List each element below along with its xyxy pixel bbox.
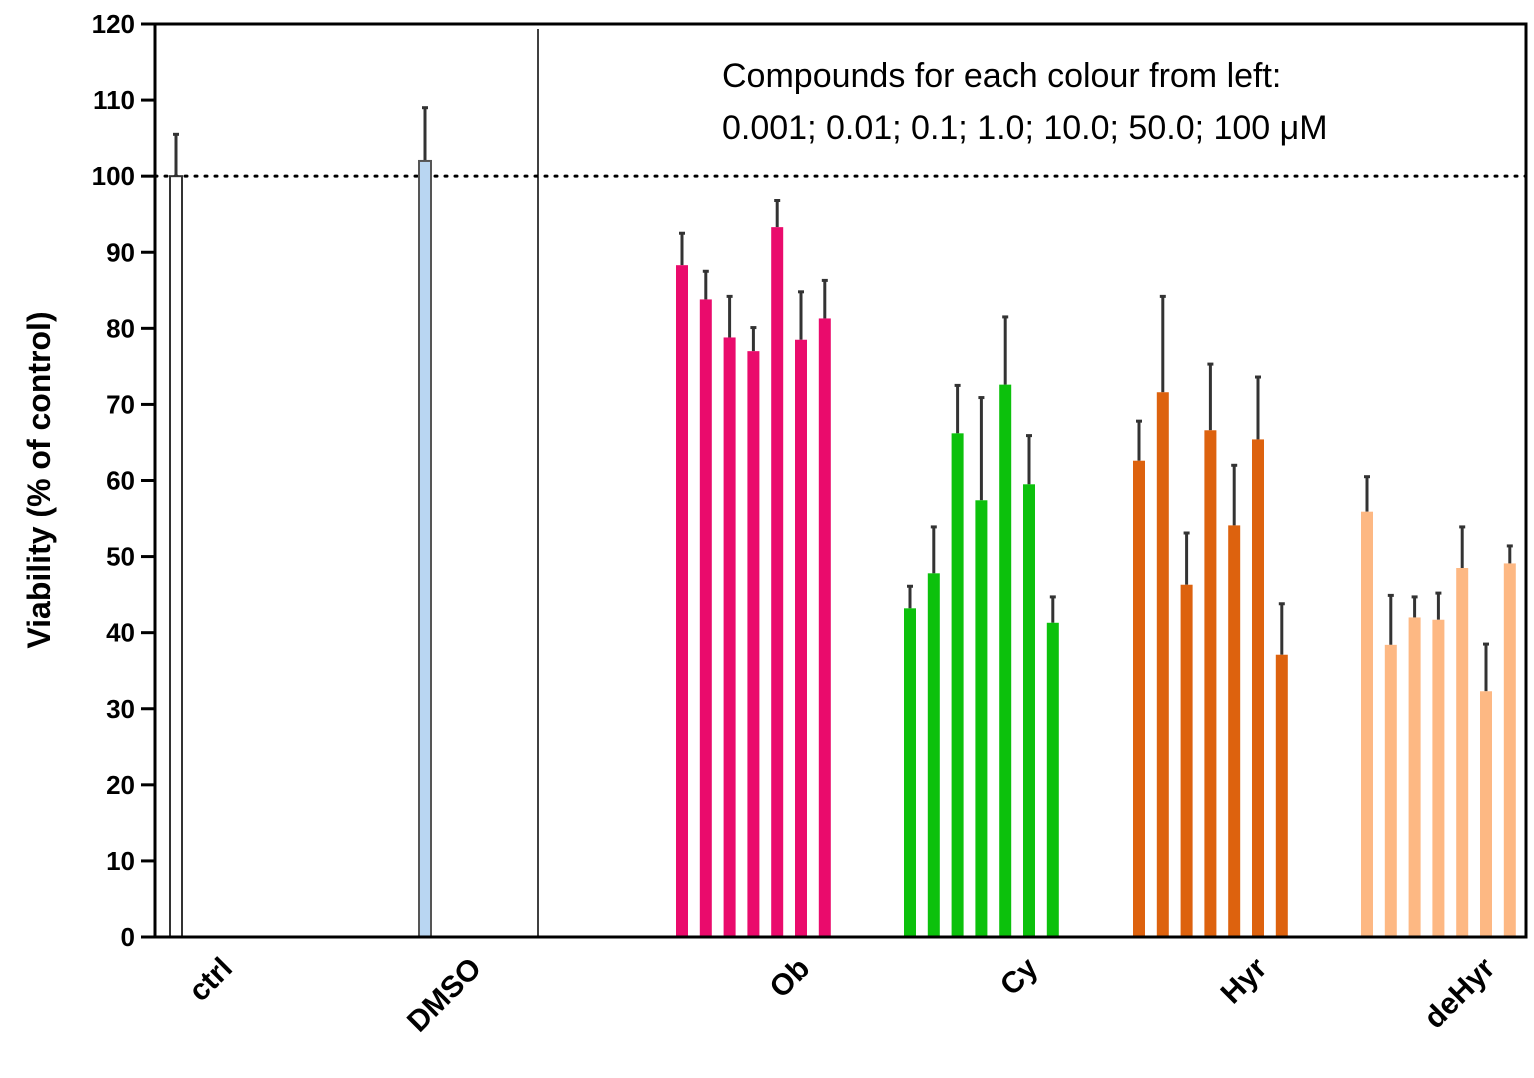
bar-Ob-7 [818,318,831,937]
bar-deHyr-1 [1361,511,1373,937]
bar-Ob-3 [723,337,736,937]
bar-Cy-4 [975,500,988,937]
plot-frame [153,22,1528,939]
bar-deHyr-3 [1408,617,1421,937]
bar-Hyr-5 [1228,525,1241,937]
bar-Ob-6 [795,339,807,937]
y-tick-label-90: 90 [106,237,135,267]
bar-Cy-1 [904,608,916,937]
bar-Hyr-3 [1180,584,1193,937]
bar-Ob-5 [771,227,784,937]
bar-Hyr-2 [1156,392,1169,937]
bar-Cy-2 [927,573,940,937]
y-tick-label-110: 110 [93,85,135,115]
y-tick-label-10: 10 [106,846,135,876]
annotation-line-2: 0.001; 0.01; 0.1; 1.0; 10.0; 50.0; 100 μ… [722,109,1328,147]
bar-DMSO-1 [418,159,432,938]
bar-Cy-5 [999,384,1012,937]
bar-Ob-2 [699,299,712,938]
y-tick-label-100: 100 [92,161,135,191]
x-tick-label-Cy: Cy [994,951,1045,1002]
bar-Cy-6 [1023,484,1035,937]
bar-deHyr-5 [1456,567,1469,937]
bar-deHyr-7 [1503,563,1516,937]
annotation-line-1: Compounds for each colour from left: [722,57,1281,95]
y-tick-label-80: 80 [106,313,135,343]
bar-Ob-4 [747,351,760,937]
y-tick-label-20: 20 [106,770,135,800]
y-tick-label-0: 0 [121,922,135,952]
bar-Hyr-6 [1252,439,1264,937]
x-tick-label-DMSO: DMSO [401,952,488,1039]
bar-Hyr-7 [1275,654,1288,937]
bar-Hyr-1 [1133,460,1145,937]
bar-deHyr-2 [1384,644,1397,937]
bar-Cy-7 [1046,622,1059,937]
bar-ctrl-1 [169,175,183,938]
y-tick-label-30: 30 [106,694,135,724]
y-tick-label-60: 60 [106,466,135,496]
y-axis-label: Viability (% of control) [21,311,57,648]
x-tick-label-Ob: Ob [764,952,817,1005]
y-tick-label-120: 120 [92,9,135,39]
bar-deHyr-4 [1432,619,1445,937]
bar-deHyr-6 [1480,691,1492,937]
bar-Cy-3 [951,433,964,937]
bar-Hyr-4 [1204,430,1217,937]
x-tick-label-ctrl: ctrl [183,952,239,1008]
x-tick-label-Hyr: Hyr [1215,951,1274,1010]
x-tick-label-deHyr: deHyr [1418,951,1502,1035]
y-tick-label-70: 70 [106,389,135,419]
bar-Ob-1 [676,265,688,937]
y-tick-label-50: 50 [106,542,135,572]
y-tick-label-40: 40 [106,618,135,648]
